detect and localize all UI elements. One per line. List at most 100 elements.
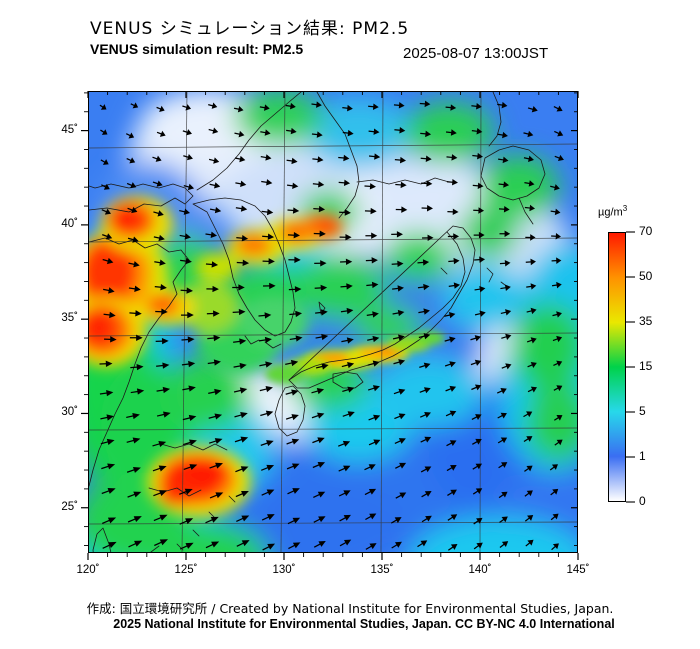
pm25-concentration-field: [89, 92, 577, 552]
wind-arrow: [236, 259, 250, 267]
wind-arrow: [100, 129, 108, 135]
wind-arrow: [525, 258, 536, 266]
wind-arrow: [205, 261, 219, 268]
wind-arrow: [550, 513, 559, 521]
wind-arrow: [447, 208, 459, 216]
wind-arrow: [180, 287, 193, 294]
wind-arrow: [445, 410, 457, 417]
wind-arrow: [209, 492, 224, 499]
wind-arrow: [285, 389, 299, 396]
wind-arrow: [473, 231, 485, 239]
wind-arrow: [365, 513, 377, 521]
x-axis-tick-label: 145˚: [566, 564, 590, 576]
wind-arrow: [286, 438, 300, 445]
wind-arrow: [156, 362, 170, 369]
wind-arrow: [364, 464, 376, 471]
wind-arrow: [526, 283, 537, 290]
wind-arrow: [421, 180, 433, 187]
wind-arrow: [552, 311, 562, 318]
colorbar-unit-exponent: 3: [622, 204, 628, 213]
colorbar-unit-label: µg/m3: [598, 204, 627, 219]
wind-arrow: [394, 127, 406, 134]
wind-arrow: [392, 334, 405, 341]
wind-arrow: [498, 462, 508, 469]
wind-arrow: [315, 363, 329, 370]
wind-arrow: [470, 335, 482, 342]
wind-arrow: [421, 515, 432, 523]
wind-arrow: [474, 285, 486, 293]
wind-arrow: [205, 541, 220, 549]
wind-arrow: [262, 233, 275, 240]
wind-arrow: [340, 307, 354, 315]
footer-license-text: 2025 National Institute for Environmenta…: [113, 617, 615, 631]
wind-arrow: [125, 132, 135, 139]
wind-arrow: [100, 438, 115, 445]
wind-arrow: [364, 183, 376, 190]
wind-arrow: [392, 309, 405, 317]
wind-arrow: [365, 257, 378, 264]
wind-arrow: [393, 359, 406, 366]
wind-arrow: [126, 182, 137, 189]
graticule-layer: [89, 92, 577, 552]
wind-arrow: [156, 130, 166, 137]
wind-arrow: [365, 232, 378, 239]
wind-arrow: [129, 310, 142, 317]
x-axis-tick-label: 125˚: [174, 564, 198, 576]
wind-arrow: [153, 210, 164, 217]
wind-arrow: [446, 154, 458, 161]
wind-arrow: [104, 336, 117, 343]
colorbar-gradient: [609, 233, 625, 501]
wind-arrow: [236, 235, 249, 242]
wind-arrow: [101, 183, 110, 190]
wind-arrow: [554, 130, 564, 137]
wind-arrow: [524, 490, 533, 497]
wind-arrow: [471, 103, 482, 110]
wind-arrow: [260, 440, 274, 447]
wind-arrow: [205, 516, 219, 524]
wind-arrow: [447, 233, 460, 240]
wind-arrow: [447, 514, 458, 521]
figure-title-english: VENUS simulation result: PM2.5: [90, 41, 304, 57]
wind-arrow: [208, 388, 222, 396]
wind-arrow: [500, 309, 512, 316]
x-axis-tick-label: 130˚: [272, 564, 296, 576]
wind-arrow: [259, 385, 273, 393]
wind-arrow: [312, 156, 324, 163]
wind-arrow: [289, 335, 303, 342]
wind-arrow: [208, 413, 223, 420]
wind-arrow: [394, 413, 406, 420]
wind-arrow: [420, 155, 432, 162]
wind-arrow: [554, 154, 564, 162]
wind-arrow: [448, 257, 460, 265]
wind-arrow: [153, 490, 168, 497]
wind-arrow: [340, 258, 353, 265]
wind-arrow: [421, 205, 433, 212]
wind-arrow: [524, 465, 533, 472]
colorbar: [608, 232, 626, 502]
wind-arrow: [342, 411, 355, 418]
wind-arrow: [128, 285, 141, 292]
wind-arrow: [182, 385, 196, 392]
wind-arrow: [368, 103, 379, 110]
wind-arrow: [260, 464, 275, 471]
wind-arrow: [444, 336, 456, 343]
wind-arrow: [258, 312, 272, 319]
y-axis-tick-label: 45˚: [61, 123, 78, 136]
wind-arrow: [419, 411, 431, 418]
wind-arrow: [287, 517, 301, 525]
wind-arrow: [313, 205, 326, 213]
wind-arrow: [181, 336, 195, 343]
wind-arrow: [550, 184, 560, 191]
wind-arrow: [446, 178, 458, 186]
wind-arrow: [235, 180, 247, 188]
wind-arrow: [499, 230, 511, 238]
wind-arrow: [311, 131, 323, 138]
y-axis-tick-label: 35˚: [61, 312, 78, 325]
wind-arrow: [130, 102, 139, 109]
wind-arrow: [259, 361, 273, 368]
wind-arrow: [261, 208, 274, 216]
wind-arrow: [498, 156, 509, 164]
colorbar-tick-label: 1: [639, 449, 646, 463]
wind-arrow: [338, 179, 351, 187]
wind-vector-layer: [99, 100, 564, 551]
